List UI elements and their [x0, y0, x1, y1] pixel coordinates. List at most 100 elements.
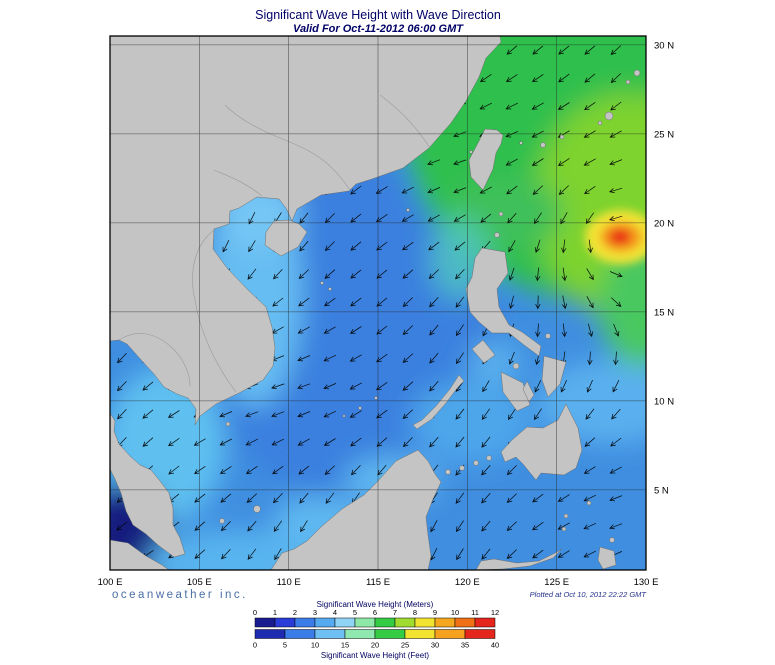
legend-feet-tick: 20	[371, 641, 379, 650]
map-frame	[109, 35, 647, 571]
legend-feet-tick: 5	[283, 641, 287, 650]
small-island	[512, 362, 520, 370]
legend-cell-meters	[394, 617, 416, 628]
small-island	[559, 134, 565, 140]
island-sulawesi	[475, 548, 563, 570]
legend-meters-label: Significant Wave Height (Meters)	[317, 600, 434, 609]
legend-feet-ticks: 0 5 10 15 20 25 30 35 40	[253, 641, 499, 650]
small-island	[633, 69, 641, 77]
island-mindanao	[500, 403, 583, 481]
small-island	[225, 421, 231, 427]
legend-feet-tick: 10	[311, 641, 319, 650]
legend-feet-tick: 0	[253, 641, 257, 650]
legend-meters-tick: 11	[471, 608, 479, 617]
small-island	[494, 232, 500, 238]
small-island	[604, 111, 614, 121]
island-samar-leyte	[541, 355, 567, 398]
lat-axis-label: 5 N	[654, 485, 669, 496]
legend-meters-tick: 10	[451, 608, 459, 617]
island-hainan	[264, 219, 308, 257]
small-island	[253, 505, 261, 513]
legend-meters-tick: 2	[293, 608, 297, 617]
small-island	[563, 513, 569, 519]
axis-labels: 100 E 105 E 110 E 115 E 120 E 125 E 130 E 30 N 2…	[98, 40, 675, 588]
lon-axis-label: 100 E	[98, 577, 123, 588]
lon-axis-label: 115 E	[366, 577, 390, 588]
small-island	[473, 460, 479, 466]
landmass-asia-mainland	[110, 36, 502, 426]
legend-cell-feet	[314, 629, 346, 639]
legend-cell-feet	[254, 629, 286, 639]
legend-meters-tick: 9	[433, 608, 437, 617]
island-panay-negros	[500, 371, 531, 412]
legend-meters-tick: 5	[353, 608, 357, 617]
legend-cell-meters	[474, 617, 496, 628]
small-island	[342, 414, 346, 418]
legend-feet-tick: 15	[341, 641, 349, 650]
small-island	[545, 333, 551, 339]
legend-cell-meters	[354, 617, 376, 628]
lat-axis-label: 30 N	[654, 40, 674, 51]
page-title: Significant Wave Height with Wave Direct…	[255, 8, 501, 22]
small-island	[469, 150, 473, 154]
small-island	[625, 79, 631, 85]
legend-meters-ticks: 0 1 2 3 4 5 6 7 8 9 10 11 12	[253, 608, 499, 617]
legend-cell-feet	[434, 629, 466, 639]
legend-cell-meters	[314, 617, 336, 628]
lat-axis-label: 10 N	[654, 396, 674, 407]
island-cebu	[522, 380, 535, 403]
legend-meters-tick: 3	[313, 608, 317, 617]
legend-cell-meters	[414, 617, 436, 628]
island-borneo	[270, 449, 442, 570]
small-island	[358, 406, 362, 410]
lon-axis-label: 105 E	[187, 577, 212, 588]
lat-axis-label: 20 N	[654, 218, 674, 229]
small-island	[597, 120, 603, 126]
legend-cell-meters	[274, 617, 296, 628]
valid-time-subtitle: Valid For Oct-11-2012 06:00 GMT	[293, 23, 464, 35]
island-taiwan	[468, 128, 504, 191]
legend-cell-feet	[344, 629, 376, 639]
small-island	[328, 287, 332, 291]
lat-axis-label: 25 N	[654, 129, 674, 140]
legend-meters-tick: 1	[273, 608, 277, 617]
small-island	[374, 396, 378, 400]
legend-cell-feet	[464, 629, 496, 639]
peninsula-malay	[110, 412, 186, 558]
island-mindoro	[471, 339, 496, 364]
landmasses	[110, 36, 641, 570]
legend-meters-tick: 8	[413, 608, 417, 617]
oceanweather-logo-text: oceanweather inc.	[112, 589, 248, 601]
plotted-timestamp: Plotted at Oct 10, 2012 22:22 GMT	[530, 590, 648, 599]
small-island	[561, 526, 567, 532]
lon-axis-label: 110 E	[277, 577, 301, 588]
legend-meters-colorbar	[254, 617, 496, 628]
legend-meters-tick: 12	[491, 608, 499, 617]
small-island	[486, 455, 492, 461]
lon-axis-label: 125 E	[544, 577, 569, 588]
small-island	[320, 281, 324, 285]
island-halmahera	[597, 546, 617, 570]
small-island	[406, 208, 410, 212]
legend-feet-tick: 35	[461, 641, 469, 650]
legend-cell-feet	[284, 629, 316, 639]
lat-axis-label: 15 N	[654, 307, 674, 318]
legend-feet-tick: 40	[491, 641, 499, 650]
legend-meters-tick: 4	[333, 608, 337, 617]
legend-cell-meters	[334, 617, 356, 628]
lon-axis-label: 130 E	[634, 577, 659, 588]
small-island	[540, 142, 546, 148]
map-plot	[109, 35, 647, 571]
legend-cell-meters	[454, 617, 476, 628]
legend-feet-colorbar	[254, 629, 496, 639]
legend-cell-meters	[374, 617, 396, 628]
island-palawan	[412, 374, 465, 430]
legend-meters-tick: 6	[373, 608, 377, 617]
legend-cell-feet	[374, 629, 406, 639]
small-island	[519, 141, 523, 145]
graticule	[110, 36, 646, 570]
legend-feet-label: Significant Wave Height (Feet)	[321, 651, 430, 660]
legend-cell-feet	[404, 629, 436, 639]
